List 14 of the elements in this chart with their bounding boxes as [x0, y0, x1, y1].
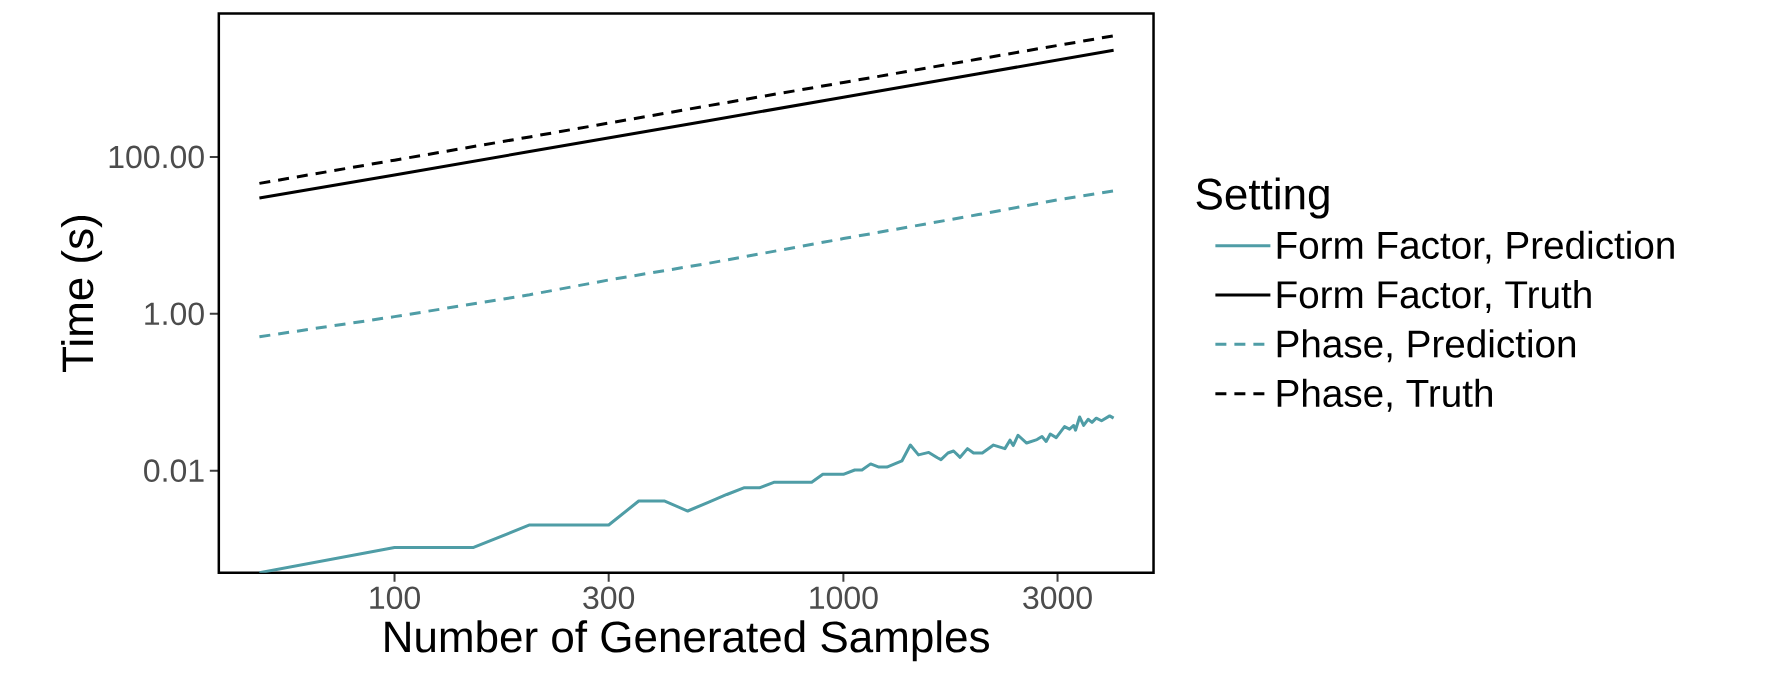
y-tick-label: 100.00	[109, 145, 204, 169]
x-tick-label: 3000	[1023, 586, 1092, 610]
x-tick-label: 100	[370, 586, 420, 610]
legend-label: Form Factor, Truth	[1277, 279, 1591, 313]
y-axis-title: Time (s)	[61, 216, 103, 372]
y-tick-label: 1.00	[145, 302, 204, 326]
legend-label: Phase, Prediction	[1277, 329, 1576, 363]
x-tick-label: 300	[583, 586, 635, 610]
legend-title: Setting	[1196, 177, 1329, 219]
y-tick-label: 0.01	[144, 459, 204, 482]
legend-label: Form Factor, Prediction	[1277, 230, 1674, 264]
x-tick-label: 1000	[810, 586, 878, 610]
legend-label: Phase, Truth	[1277, 378, 1492, 412]
x-axis-title: Number of Generated Samples	[385, 620, 989, 662]
